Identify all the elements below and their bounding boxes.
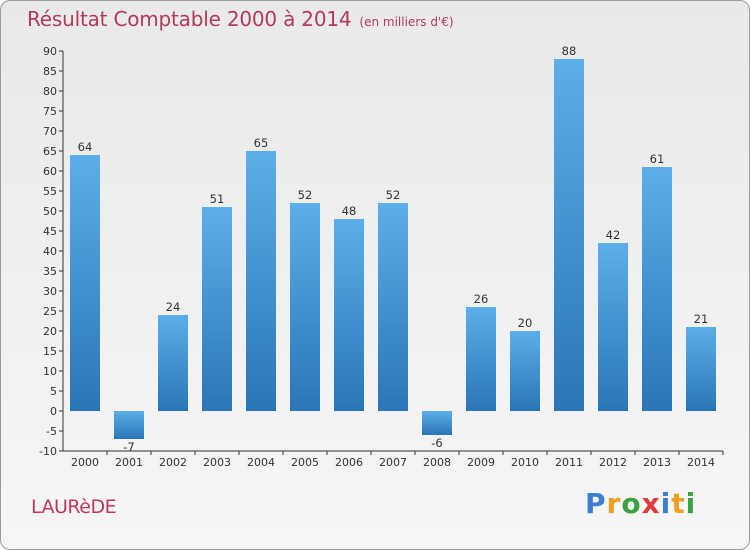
x-tick-label: 2001 [115,456,143,469]
value-label-2002: 24 [166,300,181,314]
y-tick-label: 75 [43,105,57,118]
y-tick-label: 25 [43,305,57,318]
y-tick-label: 40 [43,245,57,258]
bar-2006 [334,219,364,411]
value-label-2008: -6 [431,436,442,450]
y-tick-label: 85 [43,65,57,78]
value-label-2007: 52 [386,188,401,202]
value-label-2010: 20 [518,316,533,330]
bar-2012 [598,243,628,411]
x-tick-label: 2005 [291,456,319,469]
y-tick-label: 80 [43,85,57,98]
bar-2014 [686,327,716,411]
value-label-2011: 88 [562,44,577,58]
x-tick-label: 2012 [599,456,627,469]
bar-2005 [290,203,320,411]
value-label-2004: 65 [254,136,269,150]
y-tick-label: 15 [43,345,57,358]
value-label-2009: 26 [474,292,489,306]
logo-letter: x [641,487,661,520]
x-tick-label: 2002 [159,456,187,469]
y-tick-label: 50 [43,205,57,218]
y-tick-label: -10 [39,445,57,458]
commune-name: LAURèDE [31,496,117,518]
y-tick-label: 5 [50,385,57,398]
y-tick-label: 35 [43,265,57,278]
x-tick-label: 2011 [555,456,583,469]
logo-letter: i [660,487,672,520]
value-label-2012: 42 [606,228,621,242]
bar-2013 [642,167,672,411]
y-tick-label: 90 [43,45,57,58]
value-label-2014: 21 [694,312,709,326]
x-tick-label: 2014 [687,456,715,469]
y-tick-label: 65 [43,145,57,158]
y-tick-label: 55 [43,185,57,198]
logo-letter: P [585,487,607,520]
x-tick-label: 2004 [247,456,275,469]
logo-letter: o [621,487,642,520]
bar-2002 [158,315,188,411]
logo-letter: t [671,487,686,520]
chart-subtitle: (en milliers d'€) [359,15,454,29]
bar-2003 [202,207,232,411]
value-label-2005: 52 [298,188,313,202]
value-label-2013: 61 [650,152,665,166]
bar-2001 [114,411,144,439]
proxiti-logo: Proxiti [585,487,696,520]
value-label-2003: 51 [210,192,225,206]
bar-2010 [510,331,540,411]
y-tick-label: 10 [43,365,57,378]
logo-letter: i [685,487,697,520]
bar-2011 [554,59,584,411]
bar-2007 [378,203,408,411]
y-tick-label: 20 [43,325,57,338]
logo-letter: r [606,487,622,520]
x-tick-label: 2008 [423,456,451,469]
x-tick-label: 2000 [71,456,99,469]
y-tick-label: -5 [46,425,57,438]
x-tick-label: 2003 [203,456,231,469]
value-label-2006: 48 [342,204,357,218]
bar-2000 [70,155,100,411]
chart-title-text: Résultat Comptable 2000 à 2014 [27,7,352,31]
y-tick-label: 45 [43,225,57,238]
value-label-2001: -7 [123,440,134,454]
x-tick-label: 2010 [511,456,539,469]
x-tick-label: 2013 [643,456,671,469]
x-tick-label: 2007 [379,456,407,469]
y-tick-label: 0 [50,405,57,418]
bar-2004 [246,151,276,411]
y-tick-label: 60 [43,165,57,178]
x-tick-label: 2006 [335,456,363,469]
value-label-2000: 64 [78,140,93,154]
bar-2009 [466,307,496,411]
chart-title: Résultat Comptable 2000 à 2014 (en millie… [27,7,454,31]
y-tick-label: 70 [43,125,57,138]
x-tick-label: 2009 [467,456,495,469]
bar-2008 [422,411,452,435]
y-tick-label: 30 [43,285,57,298]
